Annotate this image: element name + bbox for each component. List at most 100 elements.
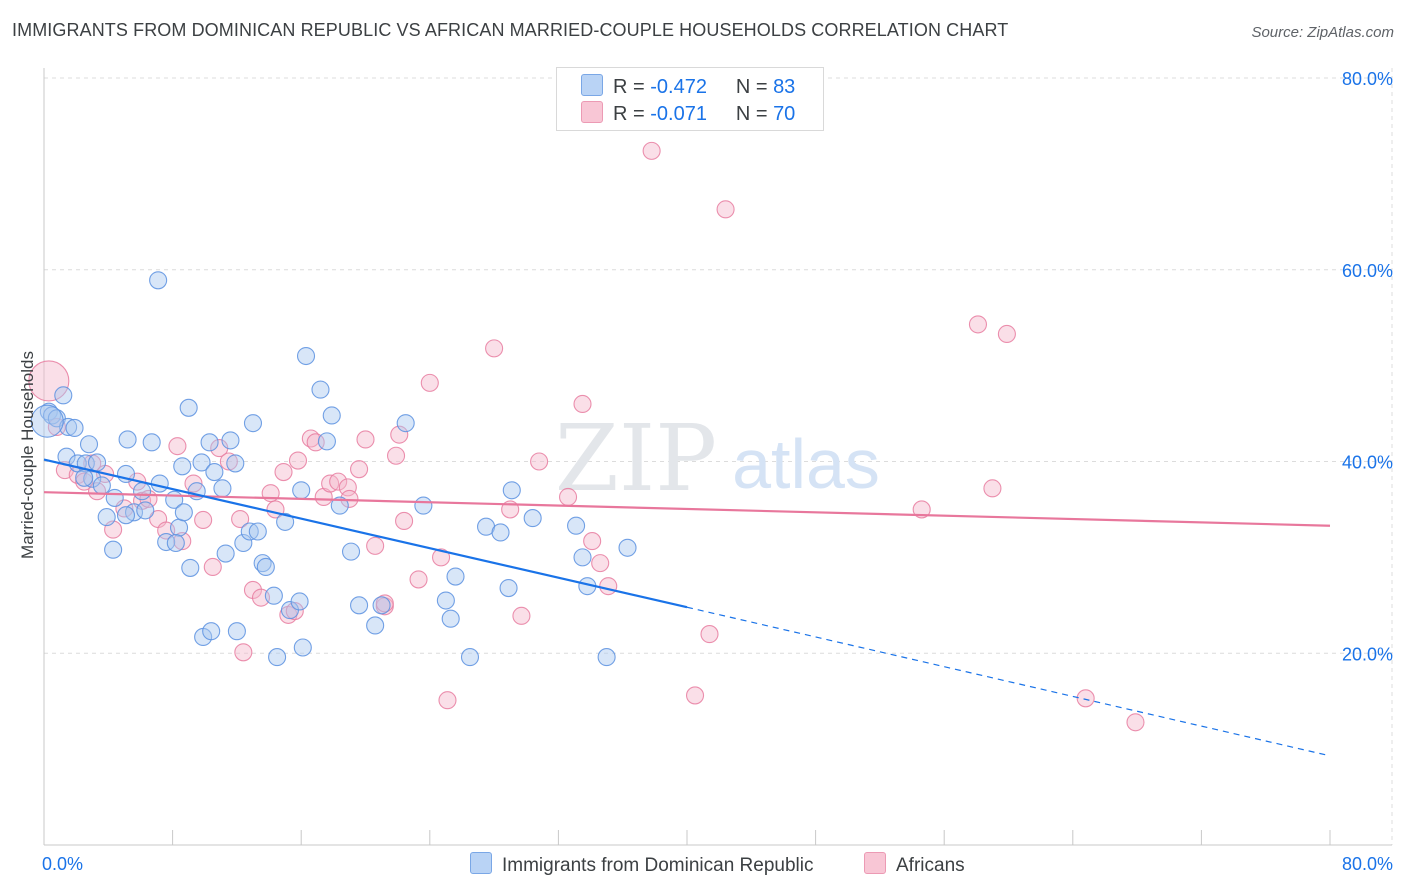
africans-point[interactable]	[573, 394, 592, 414]
africans-point[interactable]	[375, 594, 394, 613]
dominican-point[interactable]	[311, 380, 330, 399]
africans-point[interactable]	[997, 324, 1016, 344]
dominican-point[interactable]	[205, 462, 224, 482]
dominican-point[interactable]	[234, 533, 253, 553]
africans-point[interactable]	[983, 479, 1002, 498]
africans-point[interactable]	[203, 557, 222, 577]
dominican-point[interactable]	[414, 496, 433, 515]
dominican-point[interactable]	[221, 431, 240, 450]
dominican-point[interactable]	[293, 638, 312, 657]
africans-point[interactable]	[438, 691, 457, 710]
legend-item-africans[interactable]: Africans	[864, 852, 965, 877]
dominican-point[interactable]	[296, 346, 316, 366]
dominican-point[interactable]	[226, 454, 245, 473]
dominican-point[interactable]	[292, 481, 311, 500]
africans-point[interactable]	[591, 554, 610, 573]
africans-point[interactable]	[28, 360, 70, 402]
dominican-point[interactable]	[460, 648, 480, 667]
africans-point[interactable]	[395, 511, 414, 530]
africans-point[interactable]	[329, 472, 348, 491]
dominican-point[interactable]	[200, 433, 219, 452]
africans-point[interactable]	[685, 686, 705, 705]
dominican-point[interactable]	[256, 557, 275, 577]
dominican-point[interactable]	[150, 474, 169, 493]
dominican-point[interactable]	[213, 479, 232, 498]
dominican-point[interactable]	[87, 453, 107, 472]
dominican-point[interactable]	[30, 404, 64, 438]
africans-point[interactable]	[912, 500, 931, 519]
africans-point[interactable]	[231, 509, 250, 529]
africans-point[interactable]	[168, 437, 187, 456]
dominican-point[interactable]	[350, 596, 369, 615]
africans-point[interactable]	[194, 510, 213, 530]
dominican-point[interactable]	[202, 622, 221, 641]
dominican-point[interactable]	[597, 648, 616, 667]
dominican-point[interactable]	[65, 418, 84, 437]
dominican-point[interactable]	[133, 482, 152, 501]
africans-point[interactable]	[1076, 689, 1095, 708]
dominican-point[interactable]	[75, 468, 94, 487]
dominican-point[interactable]	[42, 406, 62, 425]
dominican-point[interactable]	[179, 398, 198, 417]
africans-point[interactable]	[1126, 713, 1145, 732]
dominican-point[interactable]	[523, 509, 542, 528]
africans-point[interactable]	[558, 487, 578, 507]
legend-item-dominican[interactable]: Immigrants from Dominican Republic	[470, 852, 814, 877]
africans-point[interactable]	[338, 478, 357, 497]
dominican-point[interactable]	[341, 542, 361, 561]
dominican-point[interactable]	[396, 414, 415, 433]
africans-point[interactable]	[409, 570, 428, 589]
dominican-point[interactable]	[436, 591, 455, 610]
dominican-point[interactable]	[372, 596, 391, 615]
africans-point[interactable]	[599, 577, 618, 596]
africans-point[interactable]	[390, 425, 409, 444]
africans-point[interactable]	[356, 430, 375, 449]
africans-point[interactable]	[386, 446, 406, 465]
dominican-point[interactable]	[290, 592, 309, 611]
africans-point[interactable]	[485, 339, 504, 358]
africans-point[interactable]	[642, 141, 661, 160]
africans-point[interactable]	[274, 462, 293, 482]
dominican-point[interactable]	[157, 532, 176, 552]
africans-point[interactable]	[350, 460, 369, 479]
dominican-point[interactable]	[567, 516, 586, 535]
dominican-point[interactable]	[499, 579, 518, 598]
africans-point[interactable]	[288, 451, 308, 470]
dominican-point[interactable]	[169, 518, 189, 537]
dominican-point[interactable]	[317, 432, 336, 451]
dominican-point[interactable]	[105, 488, 124, 507]
dominican-point[interactable]	[104, 540, 123, 559]
dominican-point[interactable]	[181, 558, 200, 577]
dominican-point[interactable]	[446, 567, 465, 586]
dominican-point[interactable]	[227, 622, 246, 641]
africans-point[interactable]	[219, 452, 238, 471]
dominican-point[interactable]	[264, 586, 283, 605]
dominican-point[interactable]	[268, 648, 287, 667]
africans-point[interactable]	[366, 536, 385, 555]
dominican-point[interactable]	[618, 538, 637, 557]
dominican-point[interactable]	[243, 414, 263, 433]
dominican-point[interactable]	[142, 433, 161, 452]
dominican-point[interactable]	[97, 508, 116, 527]
dominican-point[interactable]	[276, 512, 295, 531]
dominican-point[interactable]	[174, 503, 193, 522]
africans-point[interactable]	[432, 548, 451, 567]
dominican-point[interactable]	[248, 522, 267, 541]
dominican-point[interactable]	[116, 506, 136, 525]
dominican-point[interactable]	[366, 616, 385, 635]
dominican-point[interactable]	[136, 501, 155, 520]
africans-point[interactable]	[968, 315, 988, 334]
africans-point[interactable]	[512, 606, 531, 625]
africans-point[interactable]	[420, 373, 439, 392]
dominican-point[interactable]	[192, 453, 211, 472]
dominican-point[interactable]	[491, 523, 510, 542]
dominican-point[interactable]	[441, 609, 460, 628]
africans-point[interactable]	[583, 532, 602, 551]
dominican-point[interactable]	[502, 481, 521, 500]
dominican-point[interactable]	[330, 496, 349, 515]
dominican-point[interactable]	[149, 271, 168, 290]
dominican-point[interactable]	[54, 386, 73, 405]
dominican-point[interactable]	[166, 533, 185, 553]
africans-point[interactable]	[173, 532, 192, 551]
africans-point[interactable]	[700, 625, 719, 644]
